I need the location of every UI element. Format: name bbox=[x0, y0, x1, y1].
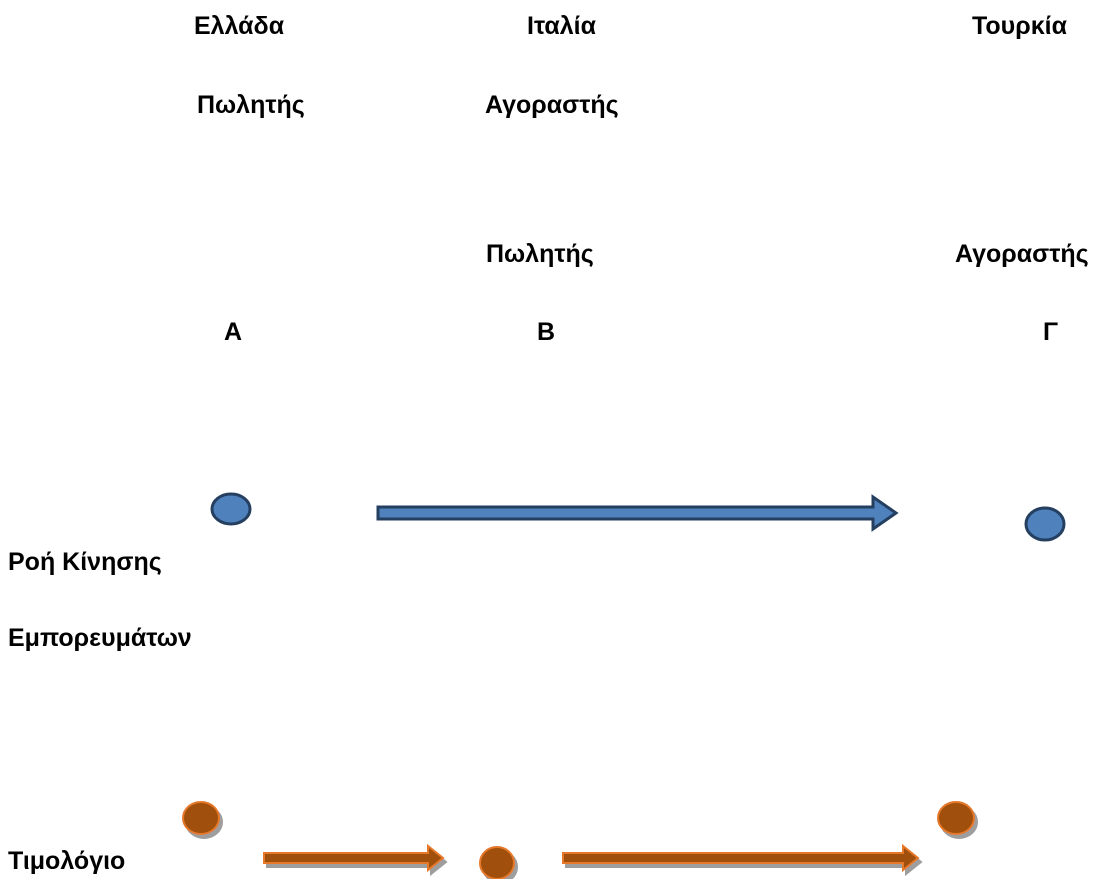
party-b-label: Β bbox=[537, 318, 556, 346]
seller-a-role-label: Πωλητής bbox=[197, 91, 305, 119]
buyer-c-role-label: Αγοραστής bbox=[955, 240, 1089, 268]
goods-flow-row bbox=[210, 492, 1066, 542]
invoice-arrow-b-to-c bbox=[562, 843, 920, 873]
invoice-row bbox=[182, 801, 975, 879]
party-c-goods-node bbox=[1024, 506, 1066, 542]
party-c-invoice-node bbox=[937, 801, 975, 835]
goods-flow-arrow bbox=[376, 494, 899, 532]
buyer-b-role-label: Αγοραστής bbox=[485, 91, 619, 119]
country-turkey-label: Τουρκία bbox=[972, 12, 1067, 40]
invoice-arrow-a-to-b bbox=[263, 843, 445, 873]
country-italy-label: Ιταλία bbox=[527, 12, 596, 40]
country-greece-label: Ελλάδα bbox=[194, 12, 285, 40]
party-b-invoice-node bbox=[479, 846, 515, 879]
party-c-label: Γ bbox=[1043, 318, 1059, 346]
party-a-goods-node bbox=[210, 492, 252, 526]
goods-flow-label-line2: Εμπορευμάτων bbox=[8, 624, 192, 652]
seller-b-role-label: Πωλητής bbox=[486, 240, 594, 268]
party-a-invoice-node bbox=[182, 801, 220, 835]
party-a-label: Α bbox=[224, 318, 243, 346]
invoice-label: Τιμολόγιο bbox=[8, 847, 126, 875]
goods-flow-label-line1: Ροή Κίνησης bbox=[8, 548, 162, 576]
